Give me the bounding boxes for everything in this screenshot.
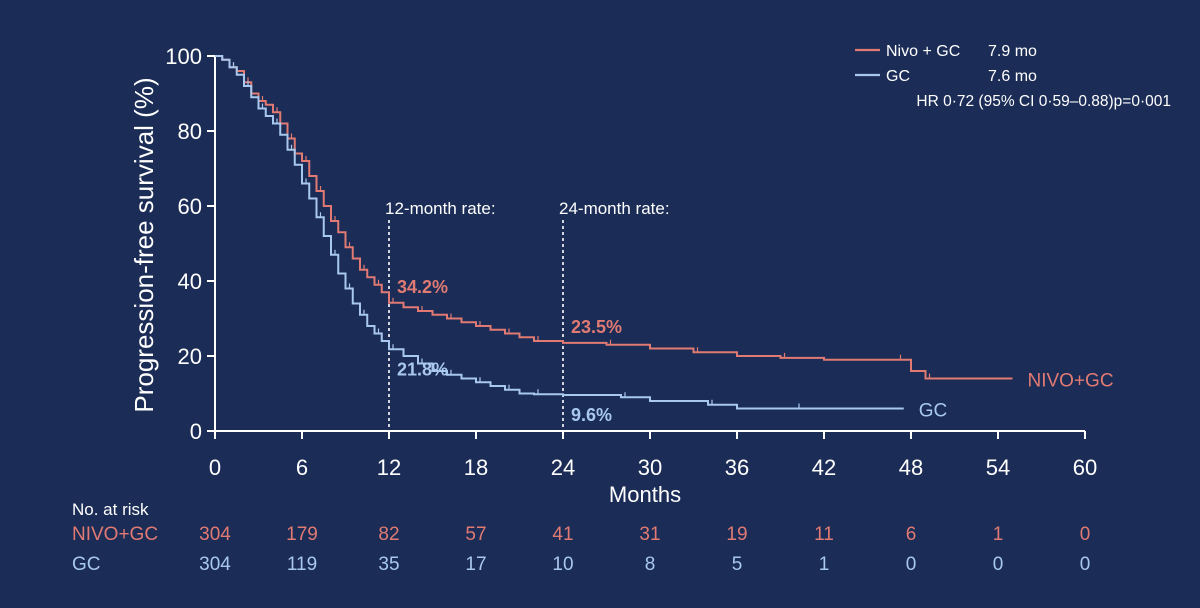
x-axis-label: Months	[609, 482, 681, 507]
legend-label: GC	[886, 68, 910, 85]
risk-table-cell: 17	[465, 554, 486, 575]
x-tick-label: 18	[464, 455, 488, 480]
x-tick-label: 54	[986, 455, 1010, 480]
risk-table-cell: 0	[993, 554, 1004, 575]
y-axis-label: Progression-free survival (%)	[129, 77, 159, 412]
series-end-label: NIVO+GC	[1028, 371, 1114, 392]
x-tick-label: 30	[638, 455, 662, 480]
y-tick-label: 20	[178, 344, 202, 369]
risk-table-cell: 19	[726, 524, 747, 545]
reference-line-label: 12-month rate:	[385, 199, 496, 218]
reference-line-label: 24-month rate:	[559, 199, 670, 218]
y-tick-label: 80	[178, 119, 202, 144]
y-tick-label: 0	[190, 419, 202, 444]
risk-table-cell: 10	[552, 554, 573, 575]
legend-median: 7.9 mo	[988, 43, 1037, 60]
risk-table-cell: 179	[286, 524, 318, 545]
rate-annotation: 9.6%	[571, 405, 612, 425]
risk-table-cell: 0	[1080, 554, 1091, 575]
risk-table-cell: 1	[819, 554, 830, 575]
risk-table-cell: 57	[465, 524, 486, 545]
rate-annotation: 23.5%	[571, 317, 622, 337]
rate-annotation: 34.2%	[397, 277, 448, 297]
x-tick-label: 42	[812, 455, 836, 480]
risk-table-cell: 35	[378, 554, 399, 575]
risk-table-cell: 11	[814, 524, 834, 545]
risk-table-cell: 82	[378, 524, 399, 545]
risk-table-cell: 8	[645, 554, 656, 575]
risk-table-cell: 31	[639, 524, 660, 545]
risk-table-title: No. at risk	[72, 500, 149, 519]
rate-annotation: 21.8%	[397, 359, 448, 379]
x-tick-label: 24	[551, 455, 575, 480]
legend-label: Nivo + GC	[886, 43, 960, 60]
risk-table-cell: 6	[906, 524, 917, 545]
series-line-1	[215, 55, 904, 410]
risk-table-cell: 119	[287, 554, 317, 575]
risk-table-cell: 0	[1080, 524, 1091, 545]
x-tick-label: 48	[899, 455, 923, 480]
legend-median: 7.6 mo	[988, 68, 1037, 85]
series-line-0	[215, 55, 1013, 380]
risk-table-cell: 304	[199, 554, 231, 575]
risk-table-cell: 5	[732, 554, 743, 575]
x-tick-label: 60	[1073, 455, 1097, 480]
x-tick-label: 0	[209, 455, 221, 480]
risk-table-cell: 304	[199, 524, 231, 545]
series-end-label: GC	[919, 401, 948, 422]
x-tick-label: 6	[296, 455, 308, 480]
risk-table-row-label: NIVO+GC	[72, 524, 158, 545]
hazard-ratio-text: HR 0·72 (95% CI 0·59–0.88)p=0·001	[916, 93, 1171, 110]
y-tick-label: 100	[165, 44, 202, 69]
x-tick-label: 12	[377, 455, 401, 480]
risk-table-row-label: GC	[72, 554, 101, 575]
risk-table-cell: 1	[993, 524, 1004, 545]
risk-table-cell: 0	[906, 554, 917, 575]
y-tick-label: 40	[178, 269, 202, 294]
x-tick-label: 36	[725, 455, 749, 480]
y-tick-label: 60	[178, 194, 202, 219]
risk-table-cell: 41	[552, 524, 573, 545]
